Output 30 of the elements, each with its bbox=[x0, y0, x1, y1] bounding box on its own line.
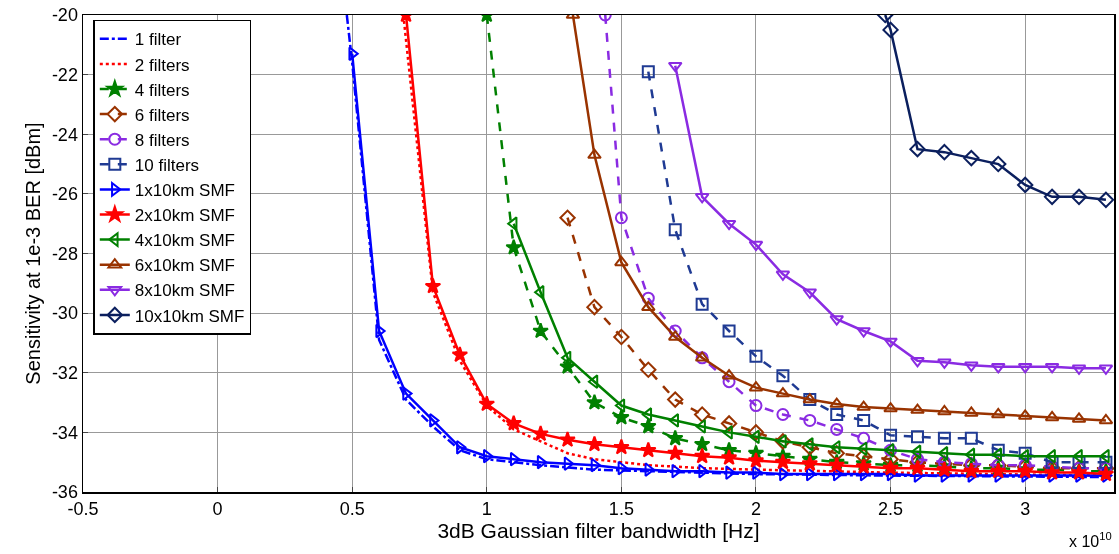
y-axis-title: Sensitivity at 1e-3 BER [dBm] bbox=[21, 122, 44, 385]
x-tick-label: 0.5 bbox=[339, 499, 365, 520]
y-tick-label: -24 bbox=[51, 124, 78, 145]
y-tick-label: -20 bbox=[51, 5, 78, 26]
text: x 10$^{10}$ bbox=[1069, 530, 1112, 550]
legend-label: 4x10km SMF bbox=[134, 231, 235, 251]
x-tick-label: 2.5 bbox=[878, 499, 904, 520]
legend-label: 1 filter bbox=[134, 30, 182, 50]
x-tick-label: 0 bbox=[212, 499, 223, 520]
y-tick-label: -26 bbox=[51, 184, 78, 205]
legend-label: 6 filters bbox=[134, 105, 190, 125]
legend-label: 8 filters bbox=[134, 130, 190, 150]
legend-label: 10 filters bbox=[134, 155, 200, 175]
y-tick-label: -30 bbox=[51, 303, 78, 324]
x-tick-label: 1.5 bbox=[608, 499, 634, 520]
x-tick-label: 1 bbox=[481, 499, 492, 520]
y-tick-label: -32 bbox=[51, 363, 78, 384]
legend-label: 4 filters bbox=[134, 80, 190, 100]
legend-label: 2 filters bbox=[134, 55, 190, 75]
y-tick-label: -34 bbox=[51, 422, 78, 443]
x-tick-label: 3 bbox=[1020, 499, 1031, 520]
legend-label: 8x10km SMF bbox=[134, 281, 235, 301]
x-tick-label: 2 bbox=[750, 499, 761, 520]
legend-label: 1x10km SMF bbox=[134, 181, 235, 201]
y-tick-label: -28 bbox=[51, 243, 78, 264]
legend-label: 10x10km SMF bbox=[134, 306, 245, 326]
x-axis-title: 3dB Gaussian filter bandwidth [Hz] bbox=[437, 519, 760, 543]
y-tick-label: -22 bbox=[51, 64, 78, 85]
legend-label: 2x10km SMF bbox=[134, 206, 235, 226]
legend-label: 6x10km SMF bbox=[134, 256, 235, 276]
